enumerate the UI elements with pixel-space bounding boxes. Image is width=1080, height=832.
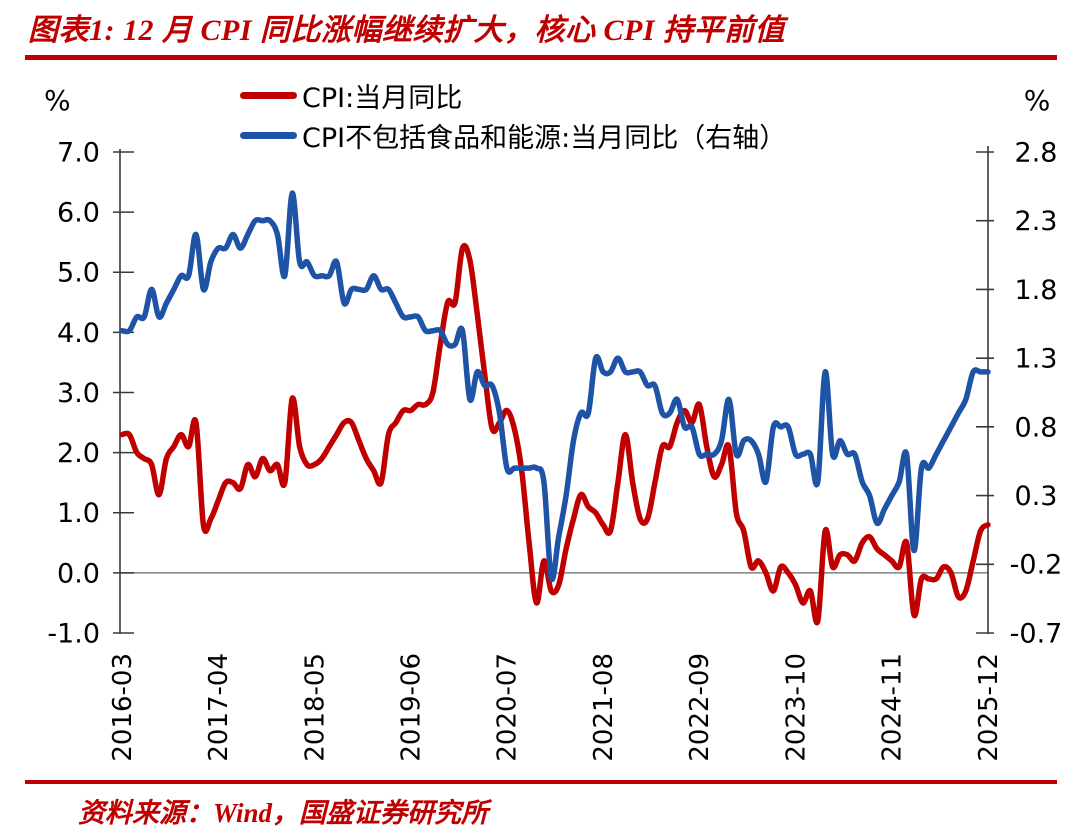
cpi-line bbox=[119, 242, 991, 626]
x-axis-tick-label: 2024-11 bbox=[878, 653, 908, 762]
x-axis-tick-label: 2020-07 bbox=[493, 653, 523, 762]
left-axis-tick-label: 5.0 bbox=[57, 258, 100, 289]
source-note: 资料来源：Wind，国盛证券研究所 bbox=[78, 798, 489, 828]
left-axis-tick-label: 2.0 bbox=[57, 438, 100, 469]
title-divider bbox=[25, 55, 1057, 60]
legend-item-core-cpi: CPI不包括食品和能源:当月同比（右轴） bbox=[240, 121, 786, 154]
x-axis-tick-label: 2017-04 bbox=[204, 653, 234, 762]
right-axis-tick-label: -0.7 bbox=[1010, 618, 1063, 649]
source-divider bbox=[25, 780, 1057, 784]
right-axis-unit: % bbox=[1023, 84, 1051, 117]
left-axis-tick-label: 6.0 bbox=[57, 198, 100, 229]
right-axis-tick-label: 0.8 bbox=[1015, 412, 1058, 443]
x-axis-tick-label: 2022-09 bbox=[685, 653, 715, 762]
core-cpi-line-swatch bbox=[240, 132, 297, 139]
x-axis-tick-label: 2023-10 bbox=[781, 653, 811, 762]
x-axis-tick-label: 2016-03 bbox=[108, 653, 138, 762]
left-axis-tick-label: 0.0 bbox=[57, 558, 100, 589]
left-axis-tick-label: 4.0 bbox=[57, 318, 100, 349]
left-axis-tick-label: -1.0 bbox=[47, 618, 100, 649]
legend: CPI:当月同比 CPI不包括食品和能源:当月同比（右轴） bbox=[240, 81, 786, 154]
x-axis-tick-label: 2019-06 bbox=[397, 653, 427, 762]
left-axis-tick-label: 1.0 bbox=[57, 498, 100, 529]
legend-label-core-cpi: CPI不包括食品和能源:当月同比（右轴） bbox=[302, 123, 787, 154]
right-axis-tick-label: 1.8 bbox=[1015, 275, 1058, 306]
right-axis-tick-label: 0.3 bbox=[1015, 481, 1058, 512]
legend-label-cpi: CPI:当月同比 bbox=[302, 83, 463, 114]
chart-title: 图表1: 12 月 CPI 同比涨幅继续扩大，核心 CPI 持平前值 bbox=[28, 14, 786, 47]
legend-item-cpi: CPI:当月同比 bbox=[240, 81, 786, 114]
x-axis-tick-label: 2018-05 bbox=[300, 653, 330, 762]
cpi-line-swatch bbox=[240, 92, 297, 99]
core-cpi-line bbox=[119, 190, 991, 583]
right-axis-tick-label: 2.8 bbox=[1015, 137, 1058, 168]
left-axis-tick-label: 7.0 bbox=[57, 137, 100, 168]
right-axis-tick-label: 1.3 bbox=[1015, 344, 1058, 375]
right-axis-tick-label: 2.3 bbox=[1015, 206, 1058, 237]
x-axis-tick-label: 2021-08 bbox=[589, 653, 619, 762]
left-axis-unit: % bbox=[44, 84, 71, 117]
left-axis-tick-label: 3.0 bbox=[57, 378, 100, 409]
x-axis-tick-label: 2025-12 bbox=[974, 653, 1004, 762]
right-axis-tick-label: -0.2 bbox=[1010, 550, 1063, 581]
